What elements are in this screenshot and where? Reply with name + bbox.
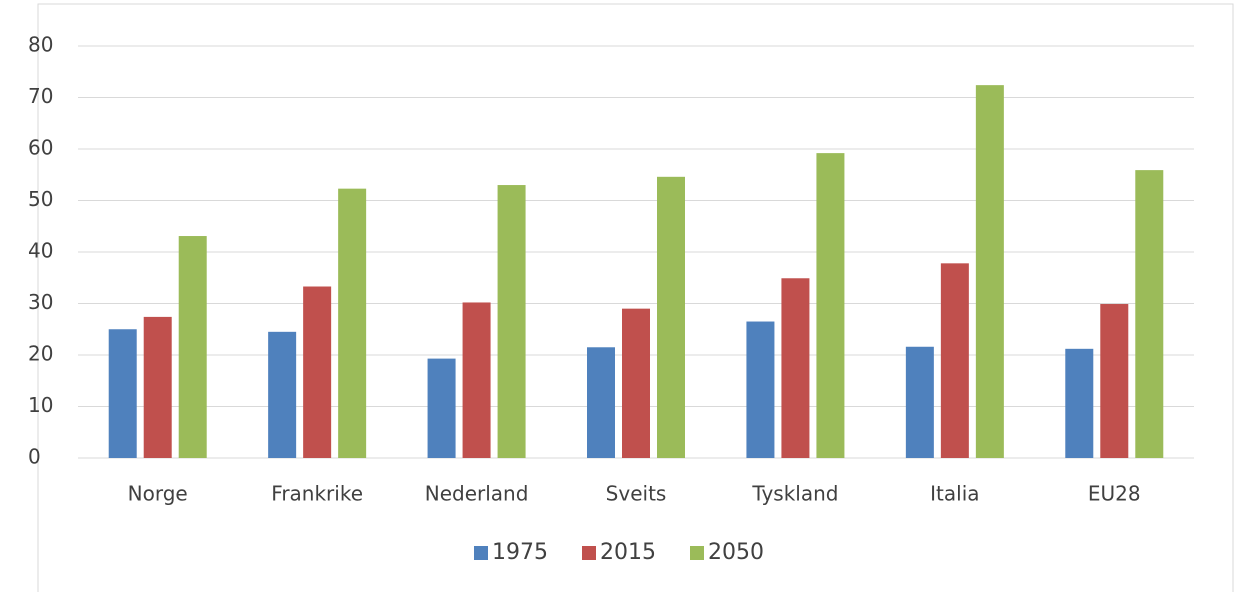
y-tick-label: 40 bbox=[28, 239, 53, 263]
x-tick-label: Nederland bbox=[425, 482, 529, 506]
x-tick-label: Sveits bbox=[606, 482, 667, 506]
bar bbox=[268, 331, 297, 458]
bar bbox=[1065, 348, 1094, 458]
chart-border bbox=[37, 3, 1234, 592]
legend-label: 2015 bbox=[600, 540, 656, 565]
bar bbox=[1135, 170, 1164, 459]
x-tick-label: Italia bbox=[930, 482, 979, 506]
bar bbox=[108, 329, 137, 458]
y-tick-label: 80 bbox=[28, 33, 53, 57]
y-tick-label: 70 bbox=[28, 84, 53, 108]
bar bbox=[746, 321, 775, 458]
y-tick-label: 10 bbox=[28, 393, 53, 417]
legend-label: 1975 bbox=[492, 540, 548, 565]
bar bbox=[143, 316, 172, 458]
x-tick-label: Norge bbox=[128, 482, 188, 506]
y-tick-label: 50 bbox=[28, 187, 53, 211]
y-tick-label: 20 bbox=[28, 342, 53, 366]
bar bbox=[905, 346, 934, 458]
bar bbox=[427, 358, 456, 458]
bar bbox=[622, 308, 650, 458]
legend-swatch bbox=[690, 546, 704, 560]
bar bbox=[940, 263, 969, 458]
legend-swatch bbox=[474, 546, 488, 560]
bar bbox=[178, 236, 207, 458]
legend-label: 2050 bbox=[708, 540, 764, 565]
bar bbox=[975, 85, 1004, 458]
bar bbox=[1100, 304, 1129, 458]
bar bbox=[657, 176, 685, 458]
y-tick-label: 30 bbox=[28, 290, 53, 314]
bar bbox=[462, 302, 491, 458]
x-tick-label: EU28 bbox=[1088, 482, 1141, 506]
bar bbox=[781, 278, 810, 458]
legend-swatch bbox=[582, 546, 596, 560]
bar bbox=[497, 185, 526, 459]
bar bbox=[587, 347, 615, 458]
bar bbox=[303, 286, 332, 458]
x-tick-label: Frankrike bbox=[271, 482, 363, 506]
y-tick-label: 0 bbox=[28, 445, 41, 469]
bar bbox=[338, 188, 367, 458]
bar bbox=[816, 153, 845, 458]
y-tick-label: 60 bbox=[28, 136, 53, 160]
x-tick-label: Tyskland bbox=[751, 482, 838, 506]
